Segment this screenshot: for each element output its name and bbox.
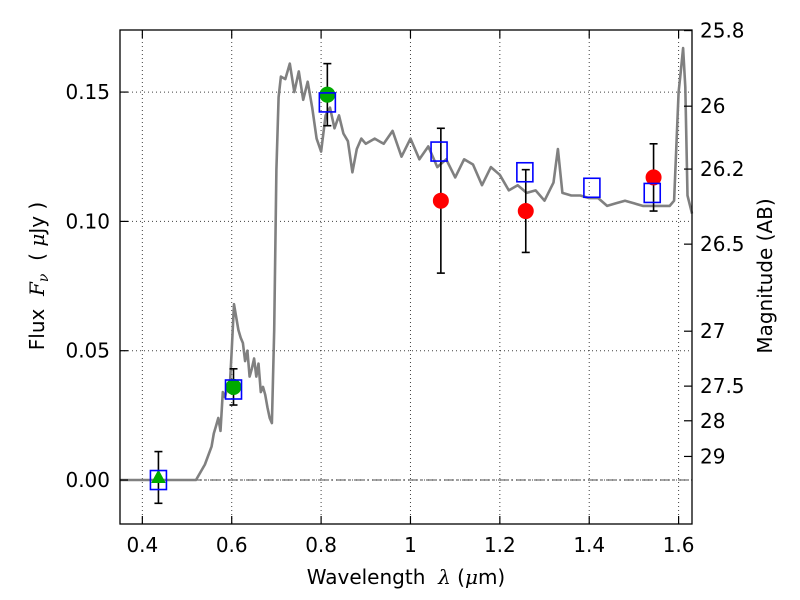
grid-lines — [120, 30, 692, 524]
square-marker-3-0 — [149, 469, 168, 491]
mag-tick-label-7: 29 — [700, 444, 725, 468]
circle-marker-1-1 — [319, 86, 336, 103]
mag-tick-label-1: 26 — [700, 94, 725, 118]
x-axis-label: Wavelength λ (μm) — [307, 565, 506, 589]
mag-tick-label-6: 28 — [700, 409, 725, 433]
y-axis-label: Flux Fν ( μJy ) — [25, 202, 52, 350]
circle-marker-1-0 — [225, 378, 242, 395]
x-axis-ticks: 0.4 0.6 0.8 1 1.2 1.4 1.6 — [126, 30, 695, 557]
y-tick-label-0: 0.00 — [65, 468, 110, 492]
mag-tick-label-4: 27 — [700, 319, 725, 343]
y-tick-label-2: 0.10 — [65, 209, 110, 233]
magnitude-axis-label: Magnitude (AB) — [753, 198, 777, 353]
mag-tick-label-2: 26.2 — [700, 157, 745, 181]
square-marker-3-1 — [224, 379, 243, 400]
x-tick-label-2: 0.8 — [305, 533, 337, 557]
x-tick-label-4: 1.2 — [484, 533, 516, 557]
data-markers — [149, 86, 662, 491]
x-tick-label-6: 1.6 — [663, 533, 695, 557]
y-tick-label-1: 0.05 — [65, 339, 110, 363]
mag-tick-label-5: 27.5 — [700, 374, 745, 398]
x-tick-label-1: 0.6 — [216, 533, 248, 557]
square-marker-3-6 — [643, 182, 662, 204]
circle-marker-2-0 — [432, 192, 449, 209]
square-marker-3-4 — [516, 161, 534, 183]
magnitude-axis-ticks: 25.8 26 26.2 26.5 27 27.5 28 29 — [684, 19, 745, 468]
mag-tick-label-0: 25.8 — [700, 19, 745, 43]
triangle-marker-0-0 — [151, 469, 166, 483]
mag-tick-label-3: 26.5 — [700, 232, 745, 256]
square-marker-3-5 — [583, 177, 601, 199]
y-axis-ticks: 0.00 0.05 0.10 0.15 — [65, 80, 128, 492]
circle-marker-2-1 — [517, 203, 534, 220]
square-marker-3-2 — [318, 92, 337, 113]
x-tick-label-0: 0.4 — [126, 533, 158, 557]
x-tick-label-3: 1 — [404, 533, 417, 557]
y-tick-label-3: 0.15 — [65, 80, 110, 104]
circle-marker-2-2 — [645, 169, 662, 186]
model-spectrum-line — [120, 46, 694, 482]
x-tick-label-5: 1.4 — [573, 533, 605, 557]
plot-frame — [119, 29, 693, 525]
square-marker-3-3 — [430, 141, 448, 162]
error-bars — [154, 62, 658, 505]
